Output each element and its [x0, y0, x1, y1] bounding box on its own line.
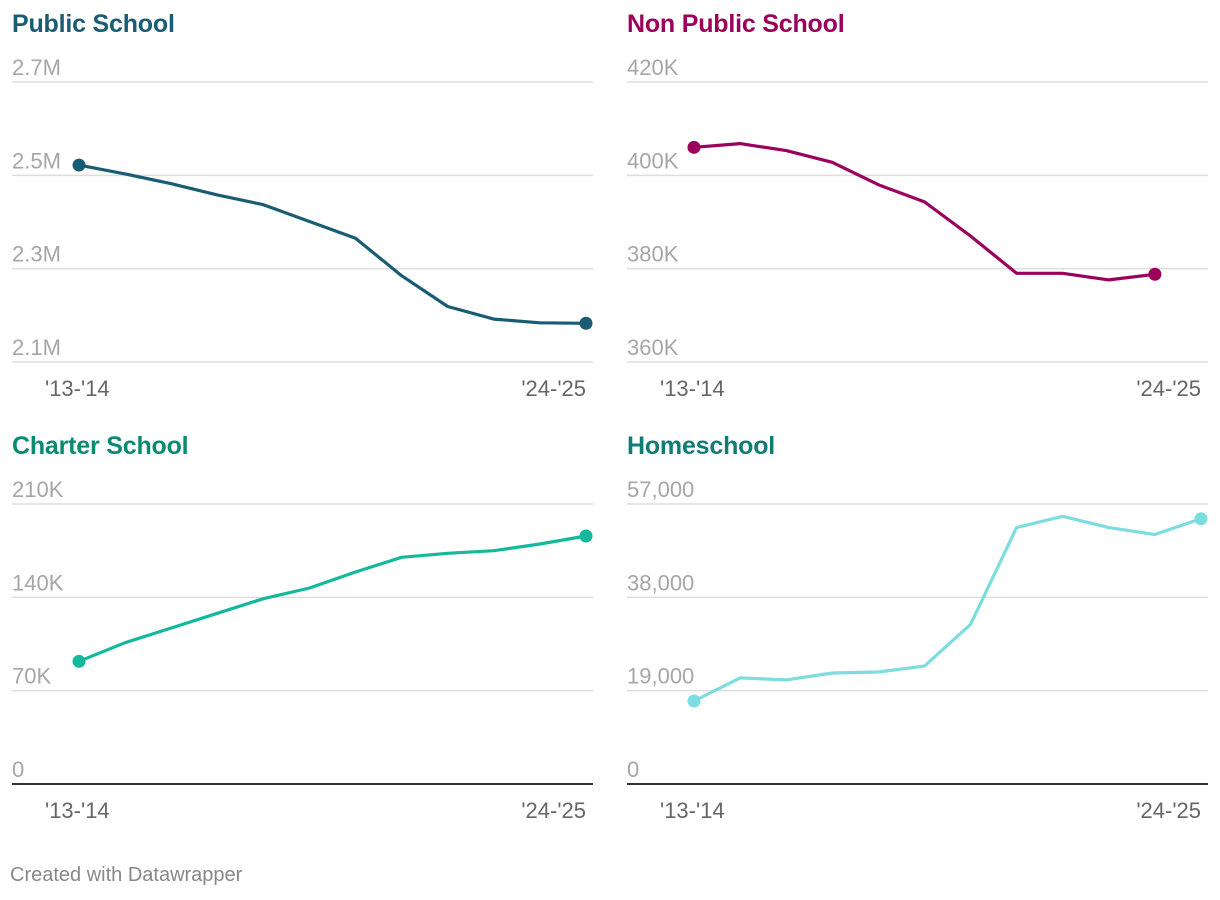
line-chart-charter-school: 0 70K 140K 210K '13-'14 '24-'25	[12, 477, 593, 823]
chart-title: Homeschool	[627, 432, 776, 460]
y-tick-label: 2.7M	[12, 55, 61, 80]
y-tick-label: 400K	[627, 148, 679, 173]
data-line	[77, 534, 588, 663]
y-tick-label: 0	[627, 757, 639, 782]
x-tick-label: '13-'14	[45, 376, 110, 401]
y-tick-label: 2.5M	[12, 148, 61, 173]
chart-title: Charter School	[12, 432, 189, 460]
chart-title: Non Public School	[627, 10, 845, 38]
y-tick-label: 210K	[12, 477, 64, 502]
line-chart-public-school: 2.1M 2.3M 2.5M 2.7M '13-'14 '24-'25	[12, 55, 593, 401]
line-chart-non-public-school: 360K 380K 400K 420K '13-'14 '24-'25	[627, 55, 1208, 401]
data-point	[687, 694, 701, 708]
y-tick-label: 2.3M	[12, 242, 61, 267]
credit-text: Created with Datawrapper	[10, 864, 243, 886]
data-point	[72, 158, 86, 172]
x-tick-label: '13-'14	[660, 798, 725, 823]
line-chart-homeschool: 0 19,000 38,000 57,000 '13-'14 '24-'25	[627, 477, 1208, 823]
data-point	[1148, 267, 1162, 281]
data-line	[77, 163, 588, 325]
y-tick-label: 2.1M	[12, 335, 61, 360]
data-point	[687, 140, 701, 154]
y-tick-label: 140K	[12, 570, 64, 595]
data-point	[1194, 512, 1208, 526]
x-tick-label: '24-'25	[1136, 798, 1201, 823]
x-tick-label: '13-'14	[660, 376, 725, 401]
y-tick-label: 38,000	[627, 570, 694, 595]
y-tick-label: 70K	[12, 664, 51, 689]
y-tick-label: 380K	[627, 242, 679, 267]
data-line	[692, 514, 1203, 703]
data-line	[692, 142, 1157, 282]
data-point	[72, 654, 86, 668]
y-tick-label: 360K	[627, 335, 679, 360]
y-tick-label: 57,000	[627, 477, 694, 502]
y-tick-label: 420K	[627, 55, 679, 80]
x-tick-label: '24-'25	[521, 798, 586, 823]
chart-panel-public-school: Public School 2.1M 2.3M 2.5M 2.7M '13-'14 '24…	[0, 0, 600, 401]
y-tick-label: 0	[12, 757, 24, 782]
chart-panel-charter-school: Charter School 0 70K 140K 210K '13-'14 '24-'2…	[0, 422, 600, 823]
data-point	[579, 316, 593, 330]
x-tick-label: '24-'25	[521, 376, 586, 401]
chart-panel-homeschool: Homeschool 0 19,000 38,000 57,000 '13-'14 '24…	[615, 422, 1215, 823]
chart-title: Public School	[12, 10, 175, 38]
y-tick-label: 19,000	[627, 664, 694, 689]
chart-panel-non-public-school: Non Public School 360K 380K 400K 420K '13-'1…	[615, 0, 1215, 401]
x-tick-label: '24-'25	[1136, 376, 1201, 401]
data-point	[579, 529, 593, 543]
x-tick-label: '13-'14	[45, 798, 110, 823]
